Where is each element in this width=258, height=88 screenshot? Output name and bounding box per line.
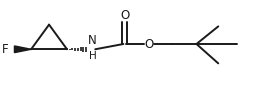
Text: H: H	[89, 51, 96, 61]
Text: N: N	[88, 34, 97, 47]
Text: F: F	[1, 43, 8, 56]
Text: O: O	[144, 37, 154, 51]
Polygon shape	[14, 46, 31, 53]
Text: O: O	[120, 9, 129, 22]
